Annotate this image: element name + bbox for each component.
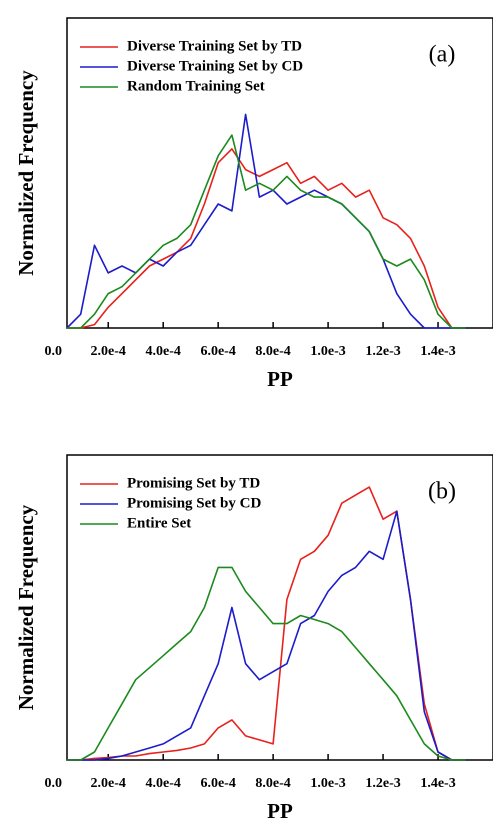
y-axis-label: Normalized Frequency — [14, 70, 38, 276]
series-line — [67, 566, 466, 761]
x-tick-label: 4.0e-4 — [145, 776, 180, 791]
x-tick-label: 2.0e-4 — [91, 776, 126, 791]
x-tick-label: 1.2e-3 — [365, 776, 400, 791]
x-tick-label: 6.0e-4 — [200, 776, 235, 791]
x-tick-label: 1.0e-3 — [310, 344, 345, 359]
legend-label: Promising Set by CD — [127, 495, 261, 511]
panel-label: (a) — [429, 42, 456, 68]
legend-label: Promising Set by TD — [127, 475, 260, 491]
legend-label: Diverse Training Set by CD — [127, 58, 303, 74]
x-tick-label: 1.0e-3 — [310, 776, 345, 791]
x-tick-label: 2.0e-4 — [91, 344, 126, 359]
series-line — [67, 134, 466, 329]
legend-label: Entire Set — [127, 515, 191, 531]
series-line — [67, 510, 466, 761]
plot-frame — [66, 454, 493, 761]
x-tick-label: 1.4e-3 — [420, 344, 455, 359]
x-tick-label: 0.0 — [45, 776, 63, 791]
x-tick-label: 8.0e-4 — [255, 344, 290, 359]
x-tick-label: 0.0 — [45, 344, 63, 359]
x-axis-label: PP — [267, 367, 293, 391]
plot-frame — [66, 17, 493, 329]
series-line — [66, 113, 466, 329]
legend-label: Random Training Set — [127, 78, 265, 94]
panel-label: (b) — [428, 479, 456, 505]
x-tick-label: 6.0e-4 — [200, 344, 235, 359]
x-tick-label: 8.0e-4 — [255, 776, 290, 791]
x-axis-label: PP — [267, 799, 293, 823]
y-axis-label: Normalized Frequency — [14, 504, 38, 710]
x-tick-label: 1.2e-3 — [365, 344, 400, 359]
x-tick-label: 4.0e-4 — [145, 344, 180, 359]
series-line — [67, 148, 466, 329]
x-tick-label: 1.4e-3 — [420, 776, 455, 791]
legend-label: Diverse Training Set by TD — [127, 38, 302, 54]
